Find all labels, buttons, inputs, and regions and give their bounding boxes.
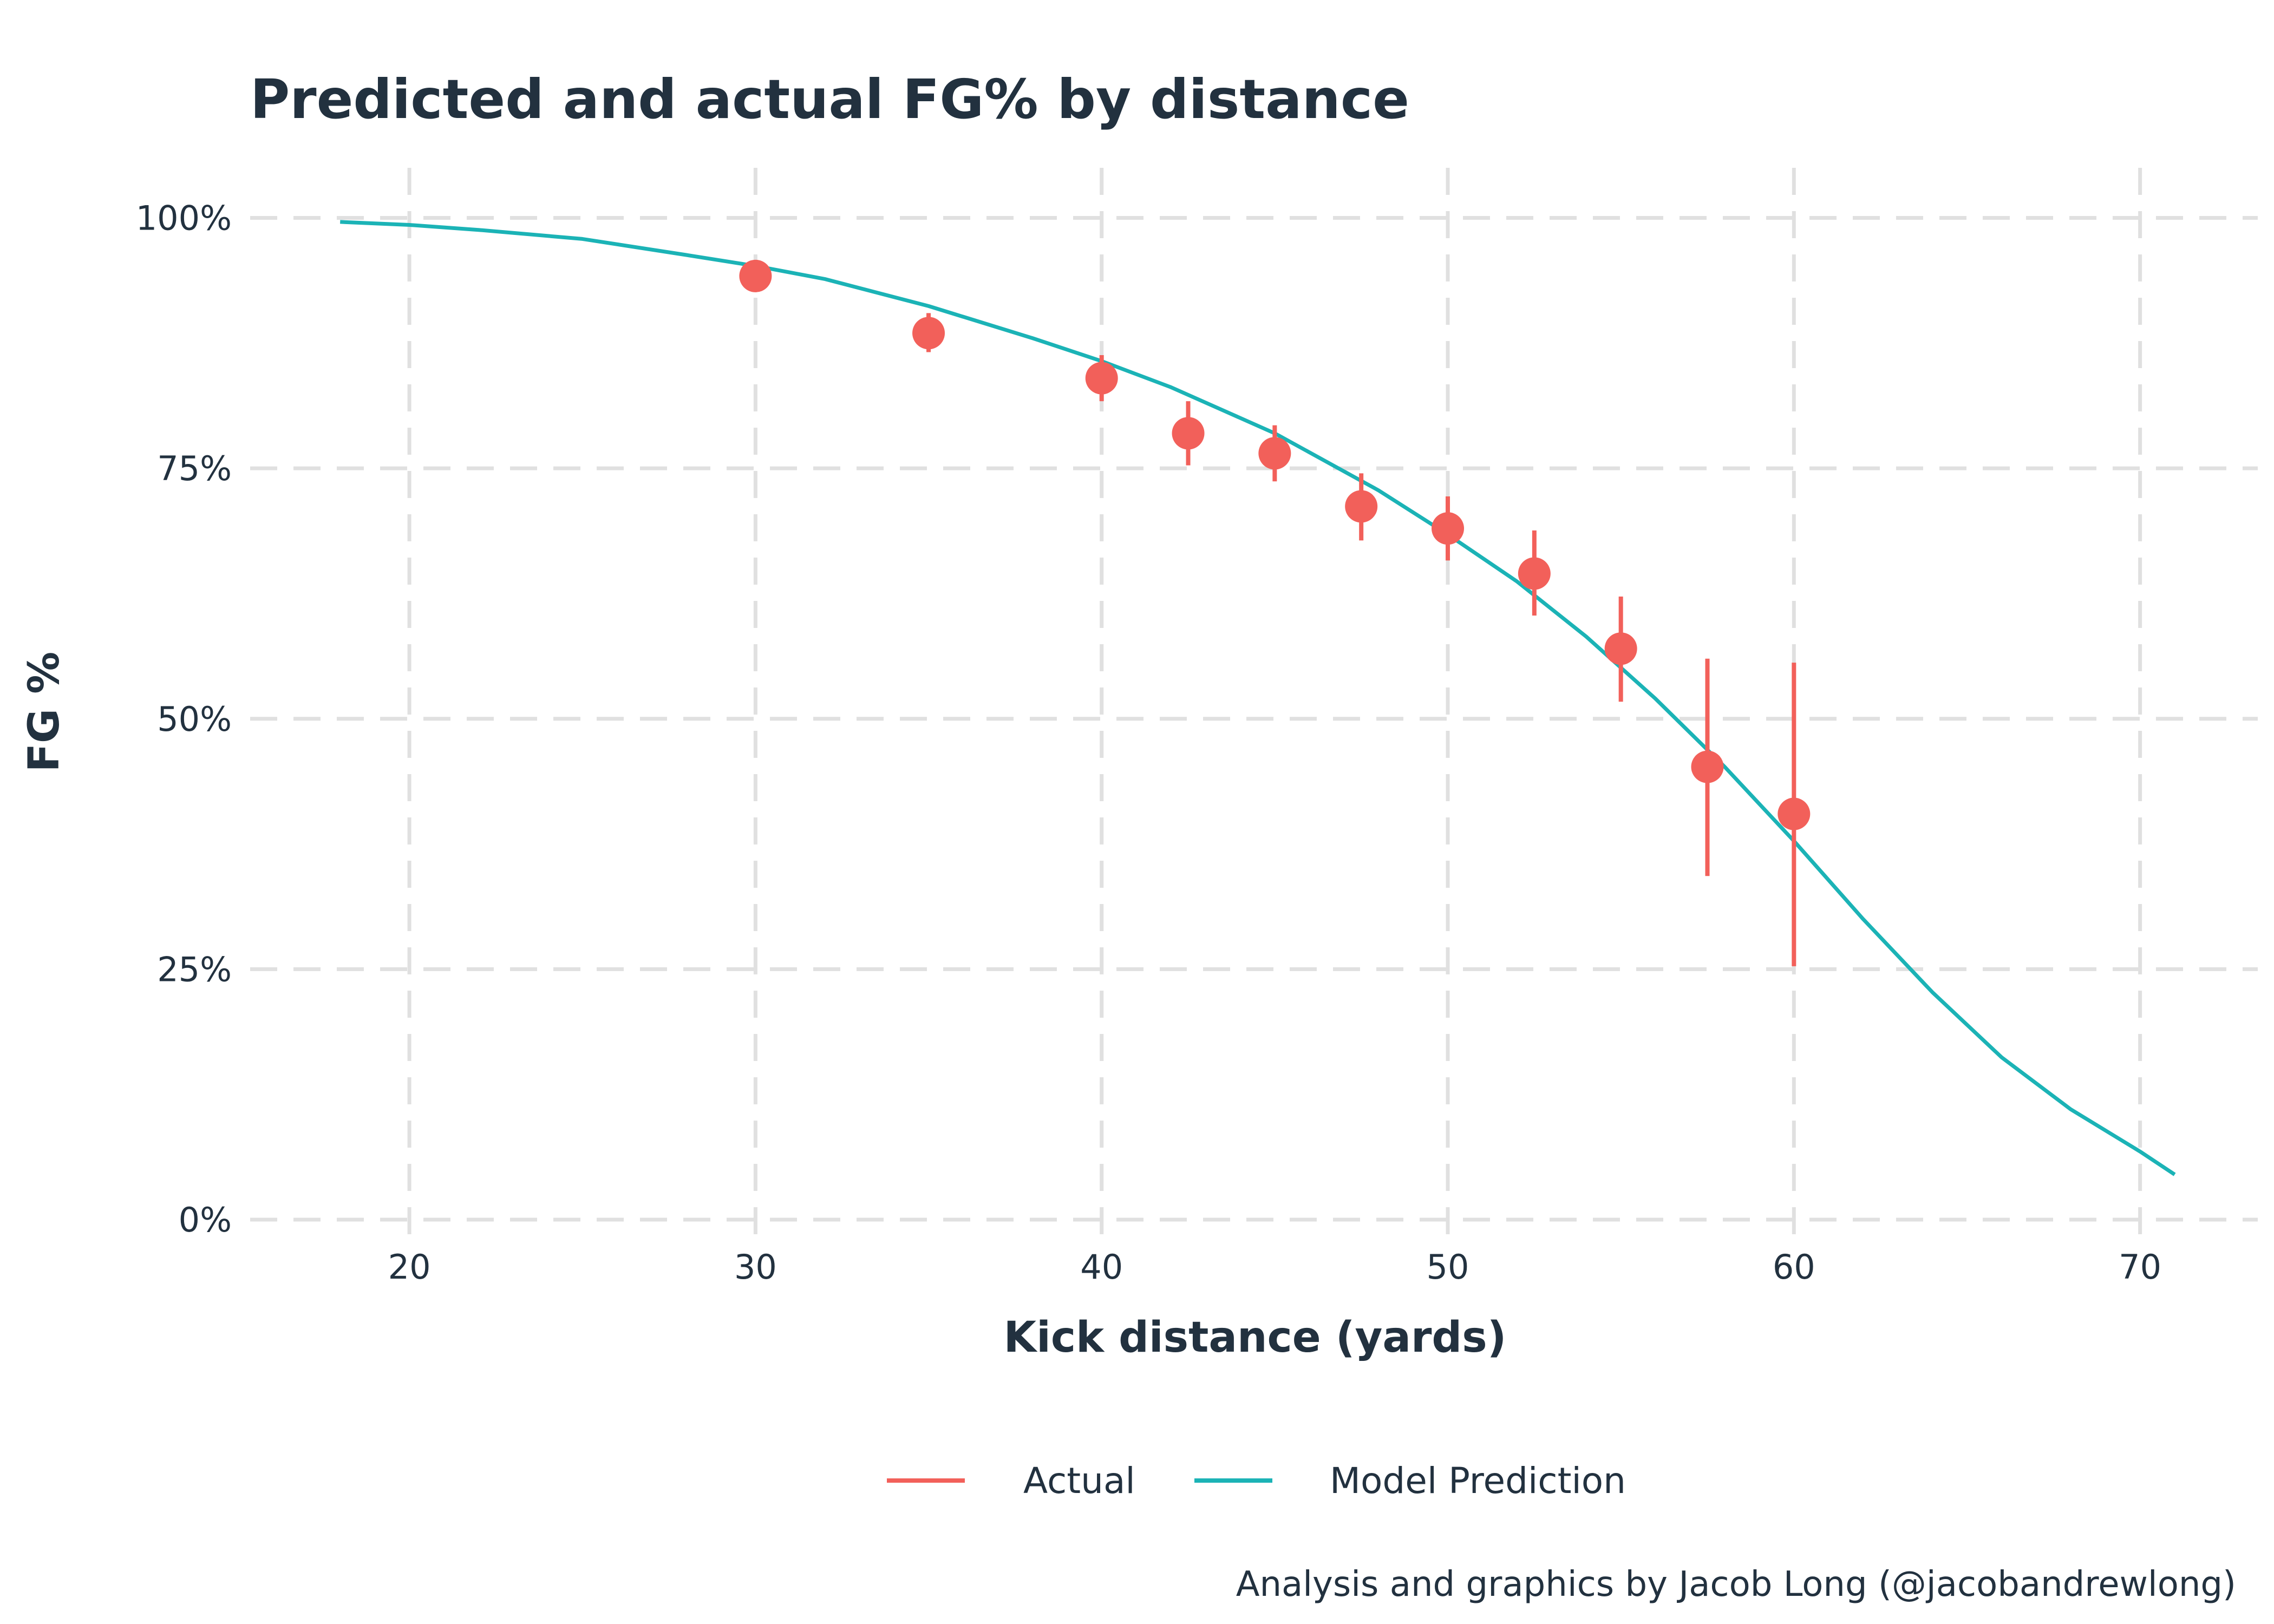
y-tick-label: 50%: [157, 699, 232, 739]
data-point: [739, 259, 772, 292]
chart-title: Predicted and actual FG% by distance: [250, 68, 1409, 131]
x-tick-label: 70: [2119, 1247, 2161, 1287]
data-point: [1691, 750, 1724, 783]
legend-label-actual: Actual: [1023, 1460, 1135, 1502]
data-point: [1258, 437, 1291, 470]
legend-label-model: Model Prediction: [1330, 1460, 1626, 1502]
data-point: [1432, 512, 1465, 545]
model-prediction-series: [340, 220, 2176, 1176]
y-tick-label: 100%: [136, 199, 232, 238]
legend: Actual Model Prediction: [887, 1460, 1626, 1502]
data-point: [1085, 362, 1118, 395]
data-point: [1778, 797, 1811, 830]
data-point: [1172, 417, 1205, 450]
y-axis-title: FG %: [20, 652, 69, 772]
y-tick-label: 0%: [179, 1200, 232, 1240]
model-prediction-line: [340, 220, 2176, 1176]
caption: Analysis and graphics by Jacob Long (@ja…: [1236, 1564, 2236, 1605]
y-tick-label: 25%: [157, 949, 232, 989]
x-tick-labels: 20 30 40 50 60 70: [388, 1247, 2161, 1287]
data-point: [912, 317, 945, 350]
data-point: [1604, 632, 1637, 665]
x-tick-label: 30: [734, 1247, 777, 1287]
y-tick-label: 75%: [157, 449, 232, 488]
data-point: [1345, 490, 1378, 523]
data-point: [1518, 557, 1551, 590]
x-axis-title: Kick distance (yards): [1004, 1313, 1507, 1362]
actual-series: [739, 259, 1811, 966]
x-tick-label: 20: [388, 1247, 431, 1287]
grid-lines: [250, 168, 2258, 1240]
x-tick-label: 40: [1080, 1247, 1123, 1287]
x-tick-label: 60: [1773, 1247, 1815, 1287]
y-tick-labels: 0% 25% 50% 75% 100%: [136, 199, 232, 1240]
x-tick-label: 50: [1427, 1247, 1469, 1287]
